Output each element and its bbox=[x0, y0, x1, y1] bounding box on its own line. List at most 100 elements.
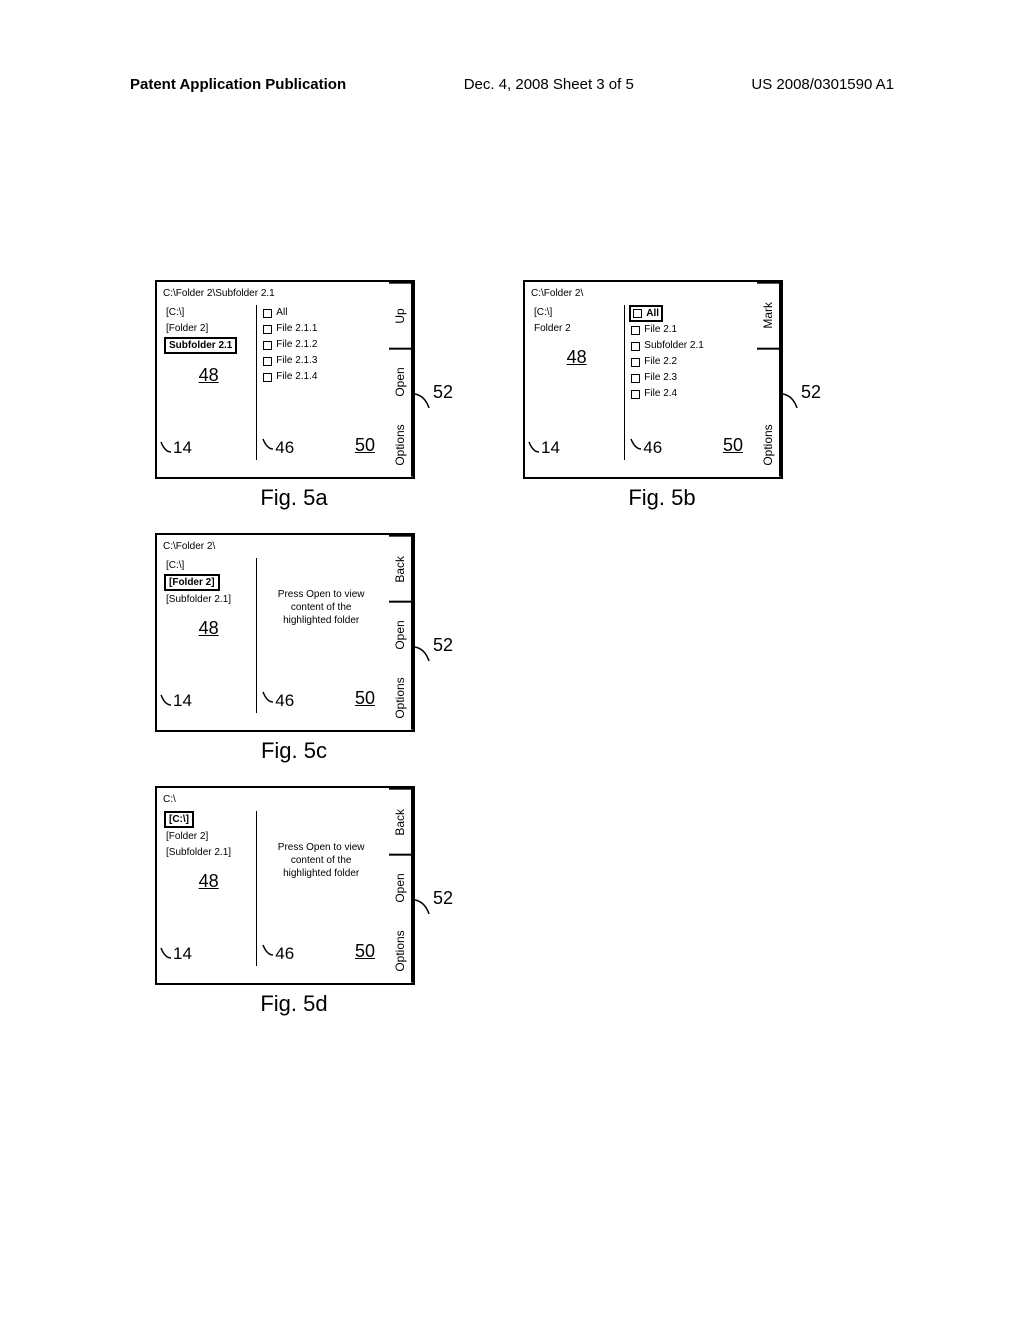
file-item[interactable]: File 2.1 bbox=[629, 322, 749, 338]
ref-48: 48 bbox=[164, 618, 253, 639]
ref-48: 48 bbox=[164, 871, 253, 892]
ref-14-hook bbox=[527, 438, 541, 454]
device-5a: C:\Folder 2\Subfolder 2.1 [C:\][Folder 2… bbox=[155, 280, 415, 479]
checkbox-icon[interactable] bbox=[631, 374, 640, 383]
path-5c: C:\Folder 2\ bbox=[161, 541, 385, 558]
button-options[interactable]: Options bbox=[389, 666, 413, 730]
side-buttons-5d: Back Open Options bbox=[389, 788, 413, 983]
ref-14-hook bbox=[159, 944, 173, 960]
button-mark[interactable]: Mark bbox=[757, 282, 781, 348]
button-options[interactable]: Options bbox=[389, 413, 413, 477]
file-item[interactable]: File 2.2 bbox=[629, 354, 749, 370]
checkbox-icon[interactable] bbox=[263, 357, 272, 366]
file-item[interactable]: File 2.1.1 bbox=[261, 321, 381, 337]
checkbox-icon[interactable] bbox=[263, 341, 272, 350]
checkbox-icon[interactable] bbox=[633, 309, 642, 318]
side-buttons-5a: Up Open Options bbox=[389, 282, 413, 477]
nav-item[interactable]: [Subfolder 2.1] bbox=[164, 592, 253, 608]
checkbox-icon[interactable] bbox=[631, 326, 640, 335]
page: Patent Application Publication Dec. 4, 2… bbox=[0, 0, 1024, 1320]
nav-item[interactable]: [C:\] bbox=[532, 305, 621, 321]
ref-46-hook bbox=[261, 435, 275, 454]
nav-item[interactable]: [Folder 2] bbox=[164, 321, 253, 337]
checkbox-icon[interactable] bbox=[263, 325, 272, 334]
file-item[interactable]: Subfolder 2.1 bbox=[629, 338, 749, 354]
ref-52: 52 bbox=[433, 382, 453, 403]
file-item[interactable]: File 2.1.3 bbox=[261, 353, 381, 369]
ref-14: 14 bbox=[173, 944, 192, 964]
file-col-5d: Press Open to view content of the highli… bbox=[257, 811, 385, 966]
file-label: File 2.2 bbox=[644, 354, 677, 370]
nav-item[interactable]: [Folder 2] bbox=[164, 574, 220, 591]
button-back[interactable]: Back bbox=[389, 788, 413, 854]
header-center: Dec. 4, 2008 Sheet 3 of 5 bbox=[464, 76, 634, 93]
checkbox-icon[interactable] bbox=[631, 342, 640, 351]
file-item[interactable]: File 2.4 bbox=[629, 386, 749, 402]
nav-item[interactable]: [Subfolder 2.1] bbox=[164, 845, 253, 861]
content-message: Press Open to view content of the highli… bbox=[261, 558, 381, 627]
file-col-5b: All File 2.1Subfolder 2.1File 2.2File 2.3… bbox=[625, 305, 753, 460]
row-5d: C:\ [C:\][Folder 2][Subfolder 2.1] 48 14 bbox=[0, 786, 1024, 1017]
two-col-5c: [C:\][Folder 2][Subfolder 2.1] 48 14 Pre… bbox=[161, 558, 385, 713]
file-label: All bbox=[646, 307, 659, 320]
ref-14-hook bbox=[159, 691, 173, 707]
button-open[interactable]: Open bbox=[389, 601, 413, 667]
button-options[interactable]: Options bbox=[389, 919, 413, 983]
ref-14: 14 bbox=[541, 438, 560, 458]
nav-item[interactable]: [C:\] bbox=[164, 811, 194, 828]
button-open[interactable]: Open bbox=[389, 854, 413, 920]
nav-item[interactable]: Subfolder 2.1 bbox=[164, 337, 237, 354]
checkbox-icon[interactable] bbox=[631, 358, 640, 367]
ref-46-hook bbox=[261, 688, 275, 707]
file-label: File 2.1.1 bbox=[276, 321, 317, 337]
ref-50: 50 bbox=[355, 435, 375, 456]
file-item[interactable]: All bbox=[261, 305, 381, 321]
file-label: File 2.4 bbox=[644, 386, 677, 402]
device-5b: C:\Folder 2\ [C:\]Folder 2 48 14 bbox=[523, 280, 783, 479]
file-item[interactable]: All bbox=[629, 305, 663, 322]
fig-5c: C:\Folder 2\ [C:\][Folder 2][Subfolder 2… bbox=[155, 533, 433, 764]
device-5c: C:\Folder 2\ [C:\][Folder 2][Subfolder 2… bbox=[155, 533, 415, 732]
ref-50: 50 bbox=[355, 941, 375, 962]
two-col-5b: [C:\]Folder 2 48 14 All File 2.1Subfolder… bbox=[529, 305, 753, 460]
nav-item[interactable]: [Folder 2] bbox=[164, 829, 253, 845]
file-item[interactable]: File 2.1.4 bbox=[261, 369, 381, 385]
nav-item[interactable]: Folder 2 bbox=[532, 321, 621, 337]
checkbox-icon[interactable] bbox=[263, 373, 272, 382]
nav-item[interactable]: [C:\] bbox=[164, 305, 253, 321]
path-5d: C:\ bbox=[161, 794, 385, 811]
figures-area: C:\Folder 2\Subfolder 2.1 [C:\][Folder 2… bbox=[0, 280, 1024, 1039]
two-col-5d: [C:\][Folder 2][Subfolder 2.1] 48 14 Pre… bbox=[161, 811, 385, 966]
nav-col-5b: [C:\]Folder 2 48 14 bbox=[529, 305, 625, 460]
button-blank[interactable] bbox=[757, 348, 781, 414]
button-back[interactable]: Back bbox=[389, 535, 413, 601]
file-item[interactable]: File 2.3 bbox=[629, 370, 749, 386]
header-left: Patent Application Publication bbox=[130, 76, 346, 93]
row-5c: C:\Folder 2\ [C:\][Folder 2][Subfolder 2… bbox=[0, 533, 1024, 764]
path-5a: C:\Folder 2\Subfolder 2.1 bbox=[161, 288, 385, 305]
ref-52: 52 bbox=[801, 382, 821, 403]
nav-col-5a: [C:\][Folder 2]Subfolder 2.1 48 14 bbox=[161, 305, 257, 460]
file-label: File 2.1.3 bbox=[276, 353, 317, 369]
button-options[interactable]: Options bbox=[757, 413, 781, 477]
file-label: File 2.3 bbox=[644, 370, 677, 386]
screen-5b: C:\Folder 2\ [C:\]Folder 2 48 14 bbox=[525, 282, 757, 477]
ref-52: 52 bbox=[433, 888, 453, 909]
screen-5c: C:\Folder 2\ [C:\][Folder 2][Subfolder 2… bbox=[157, 535, 389, 730]
ref-48: 48 bbox=[532, 347, 621, 368]
caption-5d: Fig. 5d bbox=[260, 991, 327, 1017]
button-open[interactable]: Open bbox=[389, 348, 413, 414]
ref-52-wrap-5a: 52 bbox=[415, 392, 433, 479]
file-col-5a: AllFile 2.1.1File 2.1.2File 2.1.3File 2.… bbox=[257, 305, 385, 460]
caption-5a: Fig. 5a bbox=[260, 485, 327, 511]
ref-52-wrap-5c: 52 bbox=[415, 645, 433, 732]
device-5d: C:\ [C:\][Folder 2][Subfolder 2.1] 48 14 bbox=[155, 786, 415, 985]
checkbox-icon[interactable] bbox=[631, 390, 640, 399]
button-up[interactable]: Up bbox=[389, 282, 413, 348]
caption-5c: Fig. 5c bbox=[261, 738, 327, 764]
ref-52: 52 bbox=[433, 635, 453, 656]
file-item[interactable]: File 2.1.2 bbox=[261, 337, 381, 353]
checkbox-icon[interactable] bbox=[263, 309, 272, 318]
ref-48: 48 bbox=[164, 365, 253, 386]
nav-item[interactable]: [C:\] bbox=[164, 558, 253, 574]
